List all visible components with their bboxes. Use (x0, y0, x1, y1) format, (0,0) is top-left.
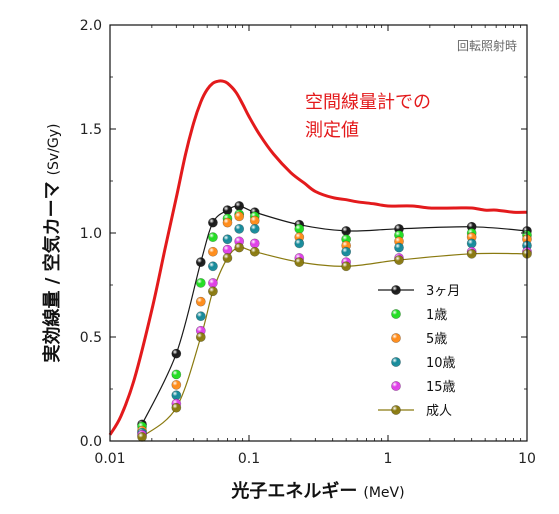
legend-marker-2 (391, 309, 401, 319)
data-point-s3-2 (171, 379, 182, 390)
data-point-s2-2 (171, 369, 182, 380)
legend-label-2: 1歳 (426, 308, 447, 323)
x-axis-label: 光子エネルギー (230, 480, 357, 502)
y-tick-label-1: 0.0 (80, 434, 102, 450)
data-point-s4-8 (294, 238, 305, 249)
y-axis-title: 実効線量 / 空気カーマ (Sv/Gy) (41, 123, 63, 362)
data-point-s5-7 (249, 238, 260, 249)
plot-area (108, 79, 532, 442)
legend-marker-5 (391, 381, 401, 391)
data-point-s4-6 (234, 223, 245, 234)
data-point-s2-4 (208, 232, 218, 243)
y-tick-label-3: 1.0 (80, 226, 102, 242)
data-point-s1-9 (341, 226, 352, 236)
data-point-s6-8 (294, 257, 305, 268)
reference-curve-line (108, 79, 528, 436)
plot-frame (109, 24, 528, 442)
data-point-s1-2 (171, 348, 182, 359)
data-point-s4-11 (466, 238, 477, 249)
legend-marker-4 (391, 357, 401, 367)
annotation-line-1: 空間線量計での (305, 92, 431, 113)
y-tick-label-4: 1.5 (80, 122, 102, 138)
data-point-s6-6 (234, 242, 245, 253)
legend-label-3: 5歳 (426, 332, 447, 347)
data-point-s4-3 (195, 311, 206, 322)
data-point-s3-7 (249, 215, 260, 226)
x-axis-unit: (MeV) (363, 485, 404, 501)
data-point-s1-4 (208, 217, 218, 228)
series-line-6 (141, 246, 528, 438)
legend-label-4: 10歳 (426, 356, 456, 371)
data-point-s3-6 (234, 211, 245, 222)
y-tick-label-2: 0.5 (80, 330, 102, 346)
data-point-s6-7 (249, 246, 260, 257)
y-axis-unit: (Sv/Gy) (46, 123, 62, 175)
data-point-s5-4 (208, 278, 218, 288)
legend-marker-3 (391, 333, 401, 343)
data-point-s4-9 (341, 246, 352, 257)
legend-marker-6 (391, 405, 401, 415)
data-point-s6-2 (171, 402, 182, 413)
legend-label-1: 3ヶ月 (426, 284, 460, 299)
data-point-s6-4 (208, 286, 218, 297)
data-point-s4-2 (171, 390, 182, 401)
data-point-s3-4 (208, 246, 218, 257)
data-point-s2-3 (195, 278, 206, 288)
data-point-s4-10 (394, 242, 404, 253)
data-point-s6-1 (137, 431, 147, 442)
data-point-s4-5 (222, 234, 233, 245)
x-tick-label-1: 0.01 (94, 451, 125, 467)
y-axis-label: 実効線量 / 空気カーマ (41, 181, 63, 362)
axes: 0.01 0.1 1 10 0.0 0.5 1.0 1.5 2.0 (80, 18, 536, 467)
data-point-s4-4 (208, 261, 218, 272)
data-point-s3-5 (222, 217, 233, 228)
chart-note: 回転照射時 (457, 38, 517, 53)
y-tick-label-5: 2.0 (80, 18, 102, 34)
data-point-s1-3 (195, 257, 206, 268)
legend-marker-1 (391, 285, 401, 295)
data-point-s6-10 (394, 255, 404, 265)
legend-label-6: 成人 (426, 404, 452, 419)
data-point-s1-6 (234, 201, 245, 211)
x-tick-label-2: 0.1 (238, 451, 260, 467)
data-point-s2-8 (294, 223, 305, 234)
x-tick-label-4: 10 (518, 451, 536, 467)
legend-label-5: 15歳 (426, 380, 456, 395)
data-point-s1-5 (222, 205, 233, 216)
data-point-s6-5 (222, 253, 233, 263)
x-tick-label-3: 1 (384, 451, 393, 467)
x-axis-title: 光子エネルギー (MeV) (230, 480, 404, 502)
data-point-s4-7 (249, 223, 260, 234)
data-point-s6-11 (466, 248, 477, 259)
data-point-s5-5 (222, 244, 233, 255)
data-point-s6-3 (195, 332, 206, 342)
data-point-s6-9 (341, 261, 352, 272)
data-point-s3-3 (195, 296, 206, 307)
annotation-line-2: 測定値 (305, 120, 359, 141)
